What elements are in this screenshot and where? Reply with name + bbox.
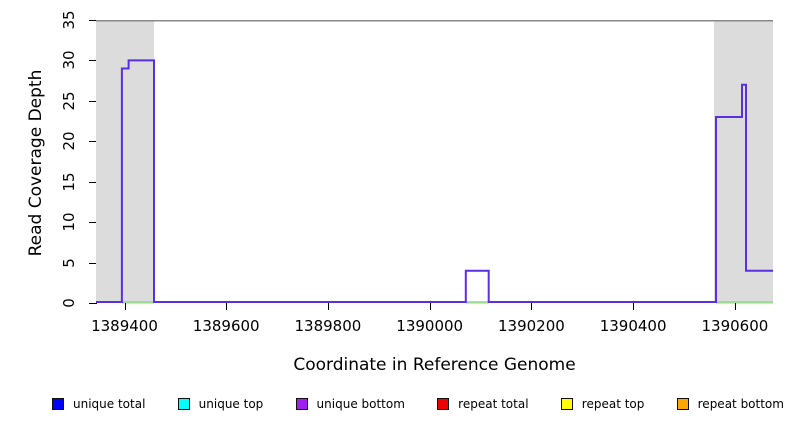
- x-tick-mark: [226, 303, 228, 310]
- y-axis-label: Read Coverage Depth: [26, 69, 46, 257]
- x-tick-label: 1390600: [701, 317, 769, 335]
- plot-area: [96, 20, 773, 305]
- legend-entry-unique-total: unique total: [52, 397, 145, 411]
- y-tick-label: 35: [60, 10, 78, 30]
- legend-swatch-repeat-total: [437, 398, 450, 410]
- legend-label-repeat-total: repeat total: [458, 397, 529, 411]
- x-axis-label: Coordinate in Reference Genome: [293, 355, 576, 375]
- y-tick-label: 15: [60, 172, 78, 192]
- y-tick-label: 25: [60, 91, 78, 111]
- x-tick-label: 1390000: [396, 317, 464, 335]
- y-tick-label: 30: [60, 50, 78, 70]
- x-tick-mark: [531, 303, 533, 310]
- legend-label-unique-bottom: unique bottom: [316, 397, 405, 411]
- x-tick-mark: [327, 303, 329, 310]
- legend-swatch-unique-bottom: [295, 398, 308, 410]
- legend-entry-unique-bottom: unique bottom: [295, 397, 405, 411]
- legend-label-unique-total: unique total: [73, 397, 146, 411]
- y-tick-label: 20: [60, 131, 78, 151]
- legend-label-repeat-top: repeat top: [581, 397, 645, 411]
- coverage-plot-svg: [96, 20, 773, 305]
- x-tick-mark: [429, 303, 431, 310]
- y-tick-mark: [89, 100, 96, 102]
- legend-label-repeat-bottom: repeat bottom: [697, 397, 784, 411]
- legend-swatch-unique-total: [52, 398, 64, 410]
- x-tick-label: 1390400: [599, 317, 667, 335]
- left-shaded-region: [96, 20, 154, 303]
- x-tick-label: 1390200: [497, 317, 565, 335]
- y-tick-mark: [89, 141, 96, 143]
- y-tick-label: 0: [60, 298, 78, 308]
- legend-label-unique-top: unique top: [198, 397, 264, 411]
- legend-entry-unique-top: unique top: [177, 397, 264, 411]
- y-tick-mark: [89, 303, 96, 304]
- y-tick-mark: [89, 60, 96, 62]
- y-tick-mark: [89, 20, 96, 21]
- y-tick-mark: [89, 222, 96, 224]
- y-tick-label: 5: [60, 257, 78, 268]
- x-tick-mark: [124, 303, 126, 310]
- x-tick-label: 1389800: [294, 317, 362, 335]
- unique-coverage-line: [96, 59, 773, 303]
- legend-entry-repeat-top: repeat top: [560, 397, 645, 411]
- legend-swatch-unique-top: [177, 398, 190, 410]
- y-tick-mark: [89, 262, 96, 264]
- legend-entry-repeat-total: repeat total: [437, 397, 529, 411]
- right-shaded-region: [714, 20, 773, 303]
- x-tick-mark: [633, 303, 635, 310]
- legend-swatch-repeat-top: [560, 398, 573, 410]
- legend: unique total unique top unique bottom repea…: [52, 397, 784, 411]
- legend-entry-repeat-bottom: repeat bottom: [676, 397, 784, 411]
- legend-swatch-repeat-bottom: [676, 398, 689, 410]
- x-tick-mark: [734, 303, 736, 310]
- x-tick-label: 1389600: [192, 317, 260, 335]
- x-tick-label: 1389400: [91, 317, 158, 335]
- y-tick-label: 10: [60, 212, 78, 232]
- y-tick-mark: [89, 181, 96, 183]
